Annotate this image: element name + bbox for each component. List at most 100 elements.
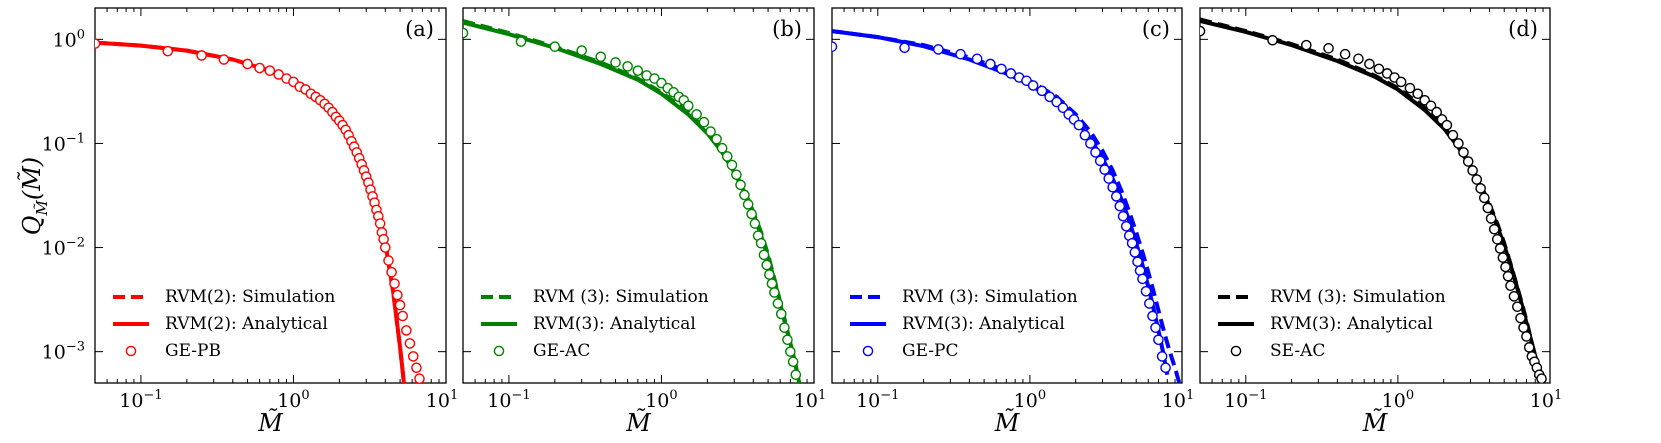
data-point	[1339, 48, 1351, 60]
data-point	[1508, 291, 1520, 302]
data-point	[785, 346, 796, 357]
data-point	[1137, 273, 1148, 285]
y-tick-label-exponent: −3	[66, 340, 85, 355]
legend-marker-swatch	[862, 345, 874, 357]
x-tick-label-base: 10	[1382, 390, 1406, 412]
data-point	[386, 266, 397, 278]
data-point	[683, 100, 694, 112]
data-point	[1267, 34, 1278, 46]
legend-entry-label: RVM(2): Analytical	[165, 314, 328, 334]
plot-area	[95, 38, 425, 383]
data-point	[1497, 252, 1509, 263]
data-point	[1523, 342, 1535, 353]
data-point	[394, 299, 406, 311]
data-point	[1160, 362, 1171, 374]
data-point	[1044, 91, 1056, 103]
data-point	[595, 51, 607, 63]
data-point	[1200, 25, 1206, 37]
data-point	[985, 58, 996, 70]
panel-label: (a)	[405, 17, 434, 41]
legend-entry-label: RVM(3): Analytical	[533, 314, 696, 334]
data-point	[1404, 82, 1416, 94]
data-point	[1502, 270, 1514, 282]
data-point	[1395, 76, 1407, 88]
ticks	[831, 8, 1183, 383]
data-point	[1147, 310, 1158, 322]
legend-entry-label: RVM (3): Simulation	[902, 287, 1078, 307]
x-tick-label-exponent: 0	[669, 388, 677, 403]
data-point	[1441, 119, 1453, 131]
data-point	[1144, 298, 1155, 309]
data-point	[1114, 200, 1126, 212]
data-point	[698, 116, 710, 128]
legend-entry-label: RVM (3): Simulation	[533, 287, 709, 307]
data-point	[1500, 261, 1511, 273]
data-point	[383, 255, 394, 266]
data-point	[1412, 88, 1424, 100]
x-tick-label: 100	[645, 388, 677, 412]
x-tick-label: 10−1	[119, 388, 162, 412]
ticks	[462, 8, 815, 383]
data-point	[264, 65, 276, 76]
plot-frame	[1199, 7, 1551, 384]
x-tick-label: 10−1	[487, 388, 530, 412]
data-point	[1140, 286, 1152, 297]
data-point	[1521, 331, 1532, 342]
x-axis-title: M̃	[625, 409, 652, 437]
data-point	[787, 356, 799, 368]
data-point	[397, 310, 408, 322]
data-point	[1099, 164, 1110, 175]
x-tick-label-base: 10	[1014, 390, 1038, 412]
x-tick-label-base: 10	[426, 390, 450, 412]
legend-marker-swatch	[493, 345, 505, 357]
data-point	[790, 369, 802, 381]
data-point	[379, 242, 391, 253]
data-point	[622, 61, 633, 72]
data-point	[1494, 243, 1506, 254]
data-point	[1475, 183, 1486, 194]
x-tick-label: 101	[794, 388, 826, 412]
legend-marker-swatch	[1230, 345, 1242, 357]
x-tick-label-base: 10	[487, 390, 511, 412]
ticks	[94, 8, 447, 383]
data-point	[1117, 210, 1129, 222]
data-point	[392, 289, 403, 301]
data-point	[1103, 173, 1115, 184]
panel-label: (b)	[772, 17, 802, 41]
panel-label: (c)	[1142, 17, 1170, 41]
data-point	[242, 58, 253, 70]
legend-entry-label: GE-PC	[902, 341, 959, 361]
x-tick-label: 101	[426, 388, 458, 412]
data-point	[632, 65, 644, 76]
data-point	[95, 38, 101, 49]
x-tick-label-base: 10	[856, 390, 880, 412]
data-point	[1111, 191, 1122, 202]
data-point	[1364, 58, 1375, 70]
data-point	[731, 169, 742, 181]
data-point	[691, 109, 702, 120]
y-axis-title: QM̃(M̃)	[18, 157, 51, 235]
data-point	[463, 27, 469, 39]
panel-label: (d)	[1508, 17, 1538, 41]
data-point	[1505, 280, 1516, 292]
x-tick-label: 101	[1530, 388, 1562, 412]
data-point	[955, 48, 966, 60]
data-point	[1447, 129, 1459, 141]
x-tick-label-exponent: 0	[1406, 388, 1414, 403]
data-point	[775, 308, 787, 320]
data-point	[1536, 373, 1547, 383]
data-point	[411, 362, 422, 374]
y-tick-label: 100	[53, 27, 85, 51]
x-tick-label-base: 10	[277, 390, 301, 412]
data-point	[389, 278, 400, 289]
plot-frame	[831, 7, 1183, 384]
ticks	[1199, 8, 1551, 383]
data-point	[1485, 213, 1497, 224]
data-point	[933, 44, 944, 55]
data-point	[254, 62, 265, 74]
data-point	[711, 133, 722, 145]
data-point	[1323, 43, 1334, 54]
data-point	[1005, 68, 1017, 79]
